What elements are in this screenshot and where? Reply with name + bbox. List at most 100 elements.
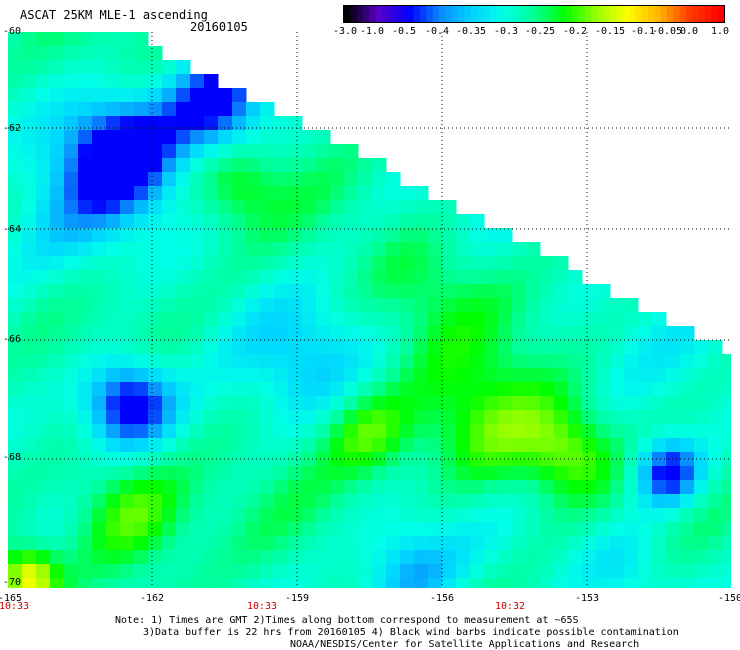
wind-cell xyxy=(596,480,611,495)
wind-cell xyxy=(22,228,37,243)
wind-cell xyxy=(92,242,107,257)
wind-cell xyxy=(134,466,149,481)
wind-cell xyxy=(582,410,597,425)
wind-cell xyxy=(176,452,191,467)
wind-cell xyxy=(246,256,261,271)
wind-cell xyxy=(344,564,359,579)
wind-cell xyxy=(288,284,303,299)
wind-cell xyxy=(204,214,219,229)
wind-cell xyxy=(162,130,177,145)
wind-cell xyxy=(78,284,93,299)
wind-cell xyxy=(92,424,107,439)
wind-cell xyxy=(554,284,569,299)
wind-cell xyxy=(456,242,471,257)
wind-cell xyxy=(120,116,135,131)
wind-cell xyxy=(456,214,471,229)
wind-cell xyxy=(8,410,23,425)
wind-cell xyxy=(218,312,233,327)
wind-cell xyxy=(8,46,23,61)
wind-cell xyxy=(64,298,79,313)
wind-cell xyxy=(36,284,51,299)
wind-cell xyxy=(148,536,163,551)
wind-cell xyxy=(8,256,23,271)
wind-cell xyxy=(148,564,163,579)
wind-cell xyxy=(596,396,611,411)
wind-cell xyxy=(470,228,485,243)
colorbar-swatch xyxy=(445,6,453,22)
wind-cell xyxy=(414,270,429,285)
wind-cell xyxy=(708,578,723,588)
wind-cell xyxy=(540,508,555,523)
wind-cell xyxy=(484,368,499,383)
wind-cell xyxy=(512,354,527,369)
wind-cell xyxy=(358,298,373,313)
wind-cell xyxy=(106,284,121,299)
wind-cell xyxy=(386,494,401,509)
wind-cell xyxy=(50,396,65,411)
wind-cell xyxy=(456,326,471,341)
wind-cell xyxy=(106,396,121,411)
wind-cell xyxy=(554,256,569,271)
wind-cell xyxy=(344,242,359,257)
wind-cell xyxy=(582,354,597,369)
wind-cell xyxy=(442,326,457,341)
wind-cell xyxy=(554,466,569,481)
wind-cell xyxy=(554,494,569,509)
wind-cell xyxy=(316,340,331,355)
wind-cell xyxy=(78,228,93,243)
wind-cell xyxy=(36,270,51,285)
wind-cell xyxy=(260,116,275,131)
wind-cell xyxy=(134,452,149,467)
wind-cell xyxy=(414,438,429,453)
wind-cell xyxy=(442,214,457,229)
wind-cell xyxy=(470,438,485,453)
wind-cell xyxy=(106,550,121,565)
wind-cell xyxy=(638,480,653,495)
colorbar-tick-label: -0.4 xyxy=(424,26,450,37)
wind-cell xyxy=(64,186,79,201)
wind-cell xyxy=(554,270,569,285)
wind-cell xyxy=(162,172,177,187)
colorbar-swatch xyxy=(432,6,440,22)
wind-cell xyxy=(414,256,429,271)
wind-cell xyxy=(288,494,303,509)
wind-cell xyxy=(92,368,107,383)
wind-cell xyxy=(36,410,51,425)
wind-cell xyxy=(22,410,37,425)
wind-cell xyxy=(470,480,485,495)
wind-cell xyxy=(386,284,401,299)
wind-cell xyxy=(36,130,51,145)
wind-cell xyxy=(176,228,191,243)
wind-cell xyxy=(302,214,317,229)
wind-cell xyxy=(22,522,37,537)
wind-cell xyxy=(36,480,51,495)
wind-cell xyxy=(36,88,51,103)
wind-cell xyxy=(596,494,611,509)
wind-cell xyxy=(50,284,65,299)
wind-cell xyxy=(512,536,527,551)
wind-cell xyxy=(162,326,177,341)
wind-cell xyxy=(680,494,695,509)
wind-cell xyxy=(330,340,345,355)
colorbar-swatch xyxy=(458,6,465,22)
wind-cell xyxy=(498,382,513,397)
wind-cell xyxy=(260,564,275,579)
wind-cell xyxy=(680,508,695,523)
wind-cell xyxy=(386,536,401,551)
colorbar-tick-label: -0.15 xyxy=(594,26,626,37)
wind-cell xyxy=(204,340,219,355)
wind-cell xyxy=(610,494,625,509)
wind-cell xyxy=(596,452,611,467)
wind-cell xyxy=(386,326,401,341)
wind-cell xyxy=(554,438,569,453)
wind-cell xyxy=(498,508,513,523)
wind-cell xyxy=(78,396,93,411)
wind-cell xyxy=(498,396,513,411)
longitude-label: -165 xyxy=(0,593,23,604)
wind-cell xyxy=(162,74,177,89)
wind-cell xyxy=(176,564,191,579)
wind-cell xyxy=(8,88,23,103)
colorbar-swatches xyxy=(343,5,725,23)
wind-cell xyxy=(92,578,107,588)
wind-cell xyxy=(176,410,191,425)
